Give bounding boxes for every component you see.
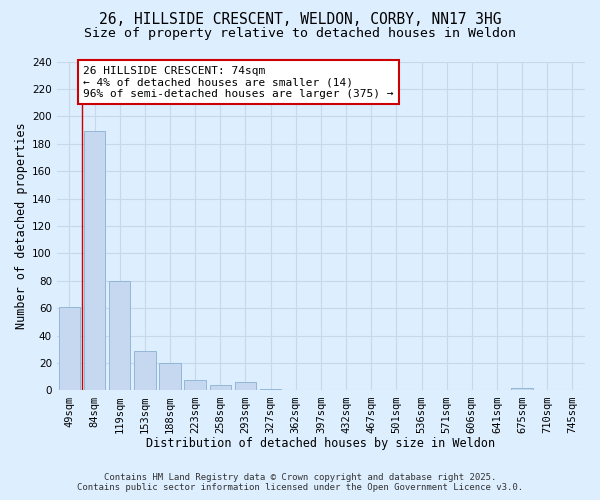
Bar — [184, 380, 206, 390]
Bar — [511, 388, 533, 390]
Bar — [109, 281, 130, 390]
Bar — [159, 363, 181, 390]
Bar — [209, 385, 231, 390]
Text: Size of property relative to detached houses in Weldon: Size of property relative to detached ho… — [84, 28, 516, 40]
Bar — [260, 389, 281, 390]
X-axis label: Distribution of detached houses by size in Weldon: Distribution of detached houses by size … — [146, 437, 496, 450]
Bar — [235, 382, 256, 390]
Text: 26 HILLSIDE CRESCENT: 74sqm
← 4% of detached houses are smaller (14)
96% of semi: 26 HILLSIDE CRESCENT: 74sqm ← 4% of deta… — [83, 66, 394, 99]
Text: 26, HILLSIDE CRESCENT, WELDON, CORBY, NN17 3HG: 26, HILLSIDE CRESCENT, WELDON, CORBY, NN… — [99, 12, 501, 28]
Bar — [134, 350, 155, 391]
Bar — [59, 307, 80, 390]
Text: Contains HM Land Registry data © Crown copyright and database right 2025.
Contai: Contains HM Land Registry data © Crown c… — [77, 473, 523, 492]
Y-axis label: Number of detached properties: Number of detached properties — [15, 122, 28, 330]
Bar — [84, 132, 105, 390]
